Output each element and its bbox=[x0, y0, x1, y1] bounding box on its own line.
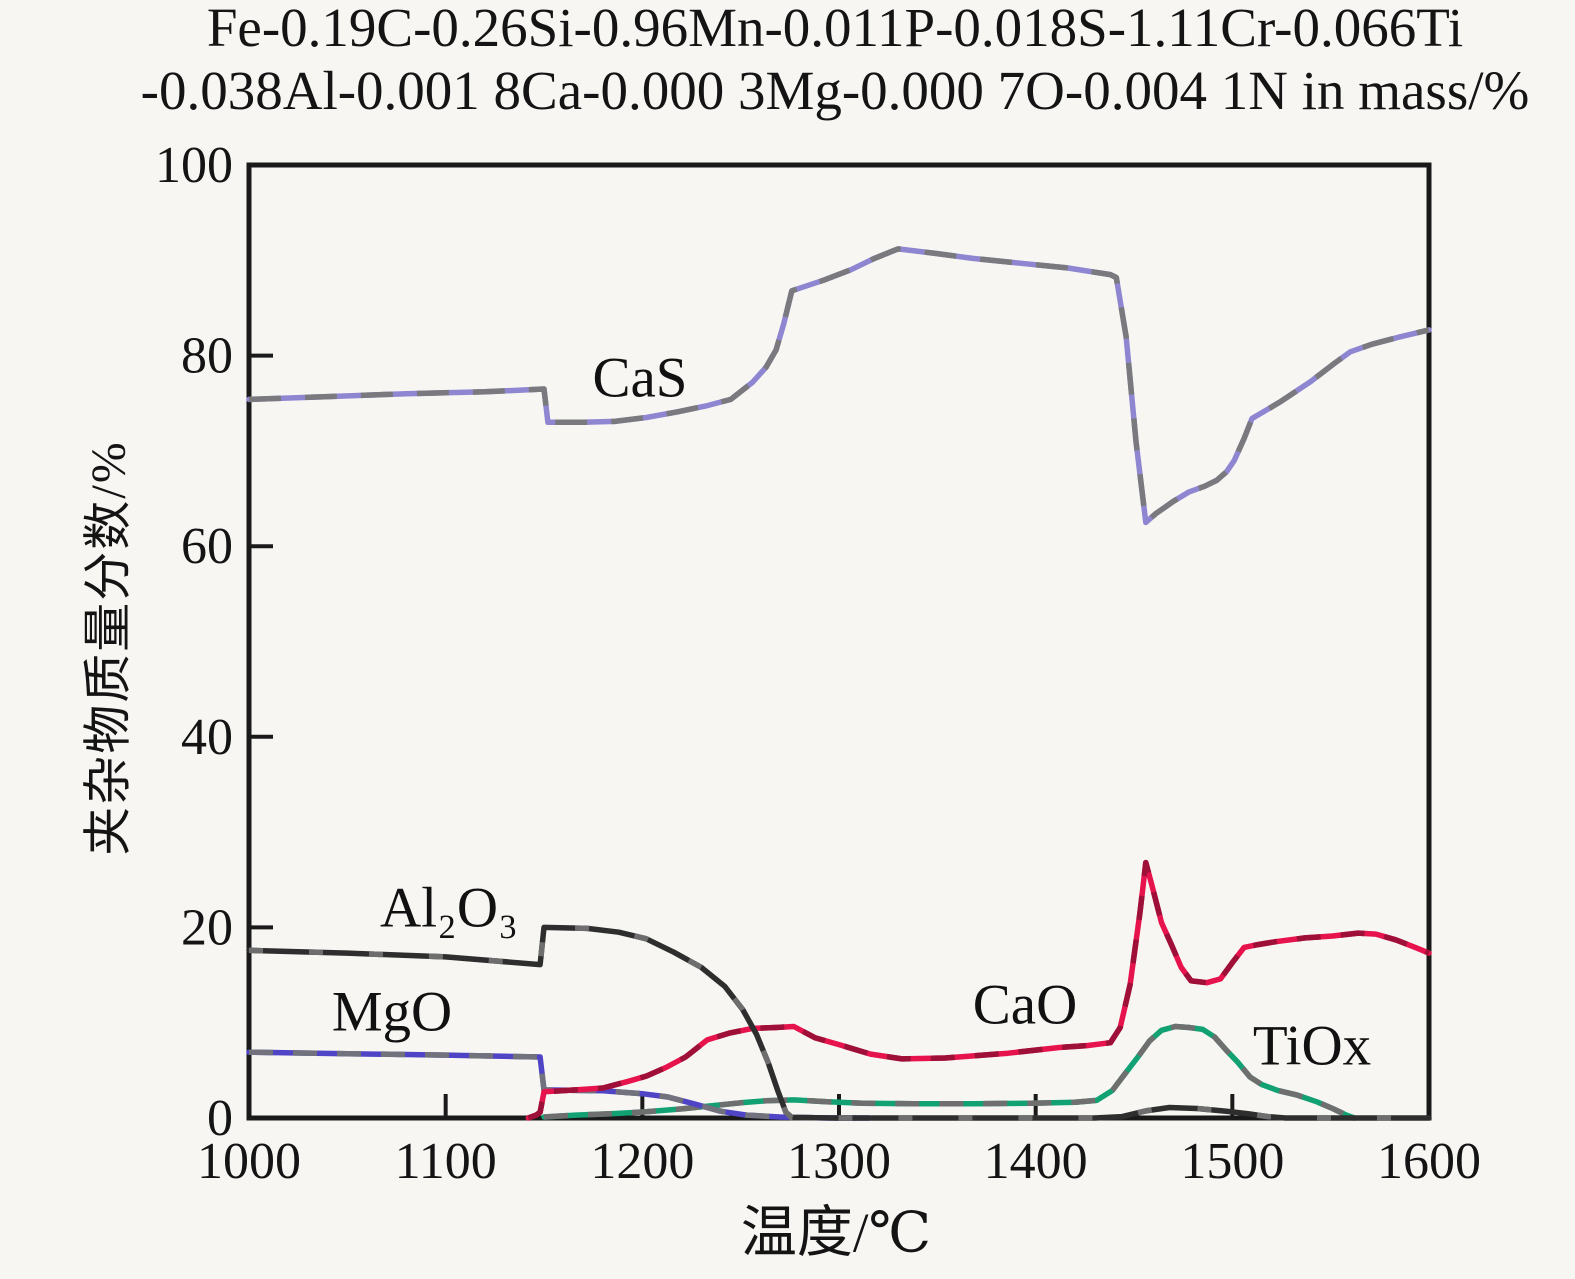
y-tick-label: 40 bbox=[181, 709, 233, 766]
chart-title-line2: -0.038Al-0.001 8Ca-0.000 3Mg-0.000 7O-0.… bbox=[140, 60, 1530, 121]
x-tick-label: 1200 bbox=[590, 1133, 694, 1190]
series-MgO bbox=[246, 1049, 872, 1121]
series-label-cao: CaO bbox=[972, 973, 1078, 1037]
y-tick-label: 100 bbox=[155, 137, 233, 194]
x-tick-label: 1300 bbox=[787, 1133, 891, 1190]
series-label-mgo: MgO bbox=[331, 980, 453, 1044]
series-label-al2o3: Al₂O₃ bbox=[380, 876, 518, 940]
y-tick-label: 20 bbox=[181, 899, 233, 956]
x-tick-label: 1600 bbox=[1377, 1133, 1481, 1190]
y-tick-label: 60 bbox=[181, 518, 233, 575]
chart-title: Fe-0.19C-0.26Si-0.96Mn-0.011P-0.018S-1.1… bbox=[95, 0, 1575, 122]
series-label-tiox: TiOx bbox=[1252, 1014, 1372, 1078]
x-axis-title: 温度/℃ bbox=[740, 1202, 932, 1265]
x-tick-label: 1000 bbox=[197, 1133, 301, 1190]
plot-border bbox=[246, 162, 1432, 1121]
series-CaS-overlay bbox=[248, 246, 1430, 526]
series-CaS bbox=[246, 246, 1432, 526]
x-tick-label: 1100 bbox=[395, 1133, 497, 1190]
y-axis-title: 夹杂物质量分数/% bbox=[80, 440, 136, 856]
series-CaO-overlay bbox=[527, 859, 1431, 1121]
y-tick-label: 80 bbox=[181, 328, 233, 385]
y-tick-label: 0 bbox=[207, 1090, 233, 1147]
x-tick-label: 1500 bbox=[1180, 1133, 1284, 1190]
series-TiOx-overlay bbox=[543, 1023, 1356, 1121]
series-label-cas: CaS bbox=[592, 346, 688, 410]
series-Al2O3 bbox=[246, 924, 1432, 1121]
chart-title-line1: Fe-0.19C-0.26Si-0.96Mn-0.011P-0.018S-1.1… bbox=[206, 0, 1464, 58]
x-tick-label: 1400 bbox=[984, 1133, 1088, 1190]
